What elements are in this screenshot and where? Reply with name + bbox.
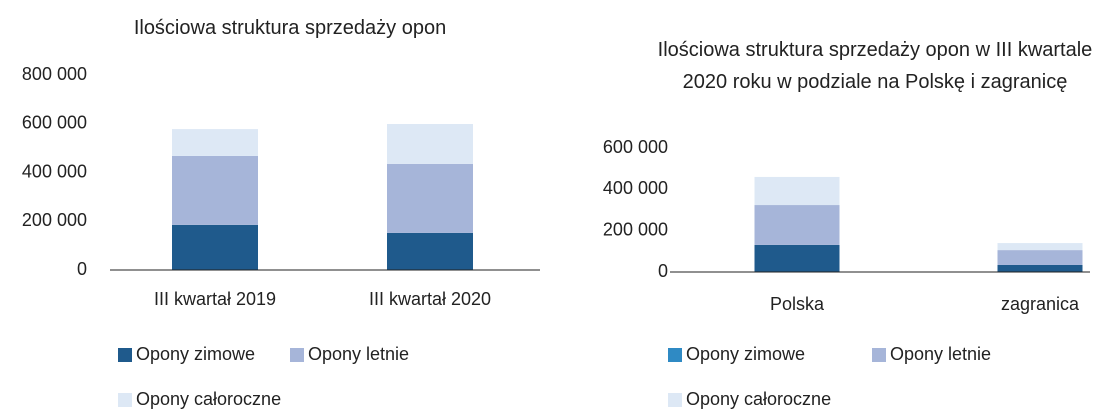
bar-segment: [997, 243, 1083, 251]
y-tick-label: 200 000: [22, 210, 87, 230]
bar-segment: [172, 224, 258, 270]
bar-segment: [997, 250, 1083, 265]
bar-segment: [387, 123, 473, 164]
y-tick-label: 600 000: [603, 137, 668, 157]
bar-segment: [754, 244, 840, 272]
legend-swatch: [118, 348, 132, 362]
bar-segment: [172, 155, 258, 225]
x-tick-label: Polska: [770, 294, 825, 314]
y-tick-label: 600 000: [22, 113, 87, 133]
legend-label: Opony całoroczne: [686, 389, 831, 409]
legend-swatch: [872, 348, 886, 362]
bar-segment: [754, 176, 840, 206]
y-tick-label: 200 000: [603, 219, 668, 239]
legend-swatch: [668, 393, 682, 407]
legend-swatch: [290, 348, 304, 362]
legend-label: Opony całoroczne: [136, 389, 281, 409]
legend-label: Opony letnie: [890, 344, 991, 364]
y-tick-label: 0: [658, 261, 668, 281]
legend-label: Opony zimowe: [686, 344, 805, 364]
legend-label: Opony letnie: [308, 344, 409, 364]
legend-swatch: [668, 348, 682, 362]
legend-swatch: [118, 393, 132, 407]
x-tick-label: zagranica: [1001, 294, 1080, 314]
chart-title: Ilościowa struktura sprzedaży opon: [133, 17, 447, 39]
y-tick-label: 400 000: [22, 161, 87, 181]
bar-segment: [172, 129, 258, 156]
bar-segment: [997, 264, 1083, 272]
bar-segment: [754, 205, 840, 245]
bar-segment: [387, 232, 473, 270]
bar-segment: [387, 163, 473, 233]
y-tick-label: 800 000: [22, 64, 87, 84]
y-tick-label: 0: [77, 259, 87, 279]
x-tick-label: III kwartał 2019: [154, 289, 276, 309]
y-tick-label: 400 000: [603, 178, 668, 198]
chart-title: Ilościowa struktura sprzedaży opon w III…: [657, 39, 1093, 93]
legend-label: Opony zimowe: [136, 344, 255, 364]
x-tick-label: III kwartał 2020: [369, 289, 491, 309]
